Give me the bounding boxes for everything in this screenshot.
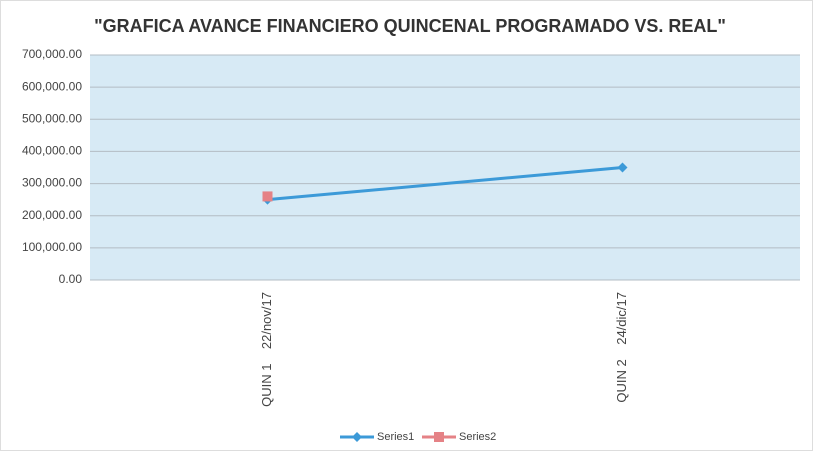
legend-marker (434, 432, 444, 442)
series-line (267, 166, 623, 202)
legend-label: Series2 (459, 431, 496, 443)
y-tick-label: 0.00 (59, 272, 83, 286)
y-tick-label: 200,000.00 (22, 208, 82, 222)
legend-label: Series1 (377, 431, 414, 443)
plot-area (90, 55, 800, 280)
data-point (617, 162, 628, 173)
y-tick-label: 700,000.00 (22, 47, 82, 61)
y-tick-label: 600,000.00 (22, 79, 82, 93)
data-point (262, 191, 273, 202)
y-tick-label: 500,000.00 (22, 111, 82, 125)
y-tick-label: 300,000.00 (22, 176, 82, 190)
x-tick-label: QUIN 2 24/dic/17 (614, 292, 629, 403)
legend-marker (352, 432, 362, 442)
y-tick-label: 100,000.00 (22, 240, 82, 254)
y-tick-label: 400,000.00 (22, 144, 82, 158)
chart-title: "GRAFICA AVANCE FINANCIERO QUINCENAL PRO… (94, 16, 726, 36)
x-tick-label: QUIN 1 22/nov/17 (259, 292, 274, 407)
